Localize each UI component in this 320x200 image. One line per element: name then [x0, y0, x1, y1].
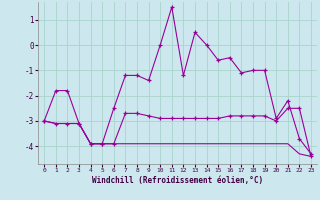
X-axis label: Windchill (Refroidissement éolien,°C): Windchill (Refroidissement éolien,°C) — [92, 176, 263, 185]
